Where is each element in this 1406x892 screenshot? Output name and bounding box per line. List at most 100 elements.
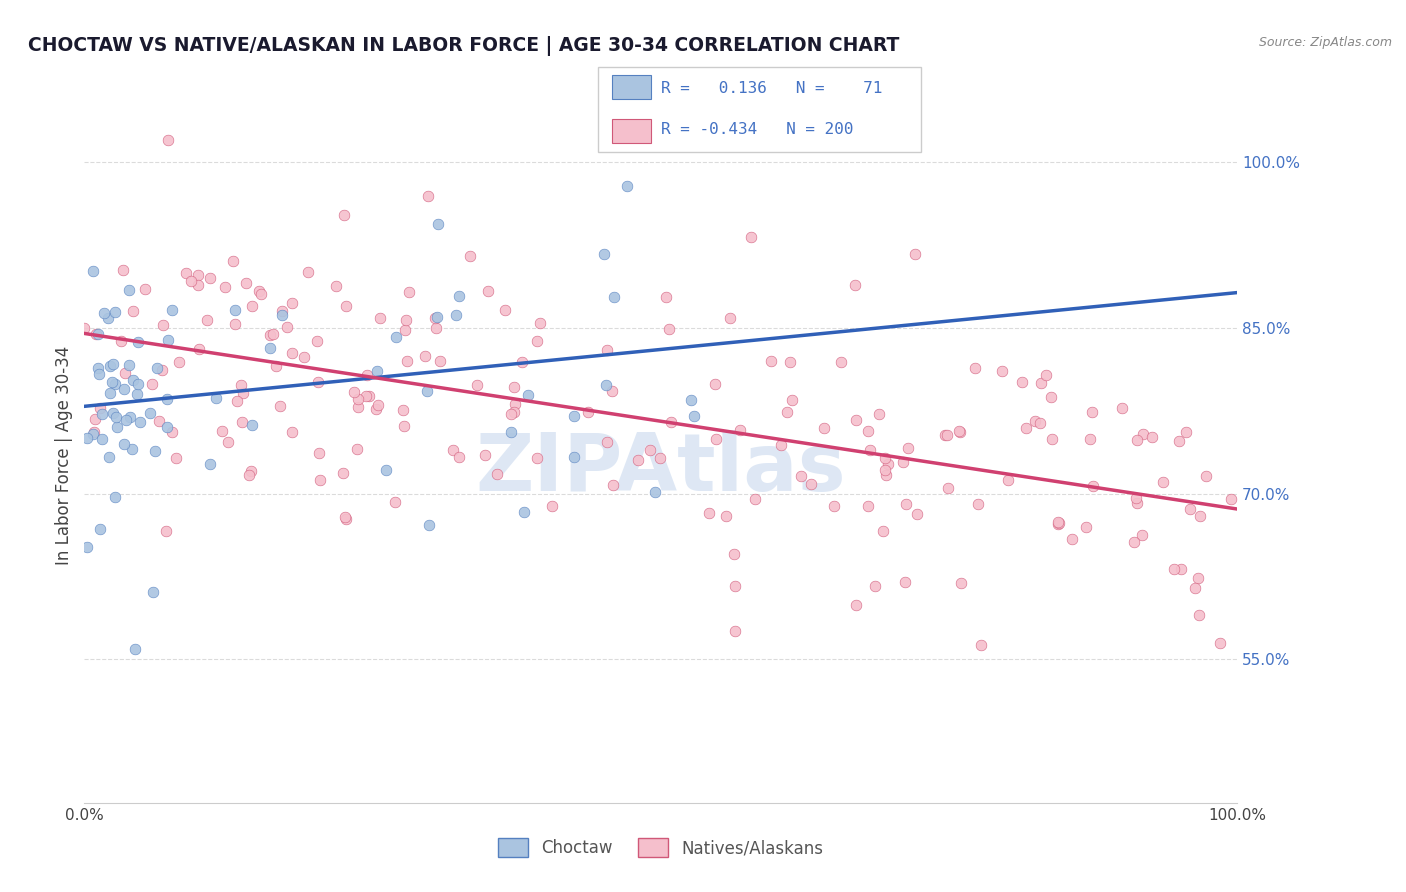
Point bbox=[427, 217, 450, 231]
Point bbox=[876, 457, 898, 471]
Point bbox=[224, 317, 246, 331]
Point bbox=[830, 354, 852, 368]
Point bbox=[1126, 496, 1149, 510]
Point bbox=[281, 346, 304, 360]
Point bbox=[562, 409, 585, 424]
Legend: Choctaw, Natives/Alaskans: Choctaw, Natives/Alaskans bbox=[498, 838, 824, 857]
Point bbox=[150, 363, 173, 377]
Point bbox=[110, 334, 132, 348]
Point bbox=[858, 499, 880, 513]
Point bbox=[1122, 535, 1144, 549]
Point bbox=[416, 384, 439, 399]
Point bbox=[294, 350, 316, 364]
Point bbox=[963, 361, 986, 376]
Point bbox=[657, 322, 679, 336]
Point bbox=[121, 304, 143, 318]
Point bbox=[101, 357, 124, 371]
Point bbox=[499, 425, 522, 439]
Point bbox=[332, 466, 354, 480]
Point bbox=[516, 388, 538, 402]
Point bbox=[540, 499, 562, 513]
Point bbox=[262, 326, 284, 341]
Point bbox=[392, 419, 415, 434]
Point bbox=[82, 426, 104, 441]
Point bbox=[873, 463, 896, 477]
Point bbox=[280, 425, 302, 439]
Point bbox=[346, 442, 368, 457]
Point bbox=[335, 512, 357, 526]
Point bbox=[938, 481, 960, 495]
Point bbox=[89, 522, 111, 536]
Point bbox=[180, 274, 202, 288]
Point bbox=[224, 303, 246, 318]
Point bbox=[949, 425, 972, 439]
Point bbox=[425, 321, 447, 335]
Text: ZIPAtlas: ZIPAtlas bbox=[475, 430, 846, 508]
Point bbox=[1187, 608, 1209, 623]
Point bbox=[76, 431, 98, 445]
Point bbox=[107, 420, 129, 434]
Point bbox=[415, 350, 437, 364]
Point bbox=[997, 473, 1019, 487]
Point bbox=[367, 398, 389, 412]
Point bbox=[474, 448, 496, 462]
Point bbox=[592, 247, 614, 261]
Point bbox=[1042, 432, 1064, 446]
Point bbox=[124, 641, 146, 656]
Point bbox=[529, 317, 551, 331]
Point bbox=[82, 264, 104, 278]
Point bbox=[174, 266, 197, 280]
Point bbox=[118, 358, 141, 372]
Point bbox=[309, 473, 332, 487]
Point bbox=[276, 319, 298, 334]
Point bbox=[856, 424, 879, 438]
Point bbox=[1076, 520, 1098, 534]
Point bbox=[616, 178, 638, 193]
Point bbox=[374, 463, 396, 477]
Point bbox=[446, 308, 468, 322]
Point bbox=[259, 327, 281, 342]
Point bbox=[1111, 401, 1133, 415]
Point bbox=[1047, 516, 1070, 530]
Point bbox=[1029, 376, 1052, 390]
Point bbox=[562, 450, 585, 464]
Point bbox=[1132, 427, 1154, 442]
Point bbox=[83, 425, 105, 440]
Point bbox=[661, 416, 683, 430]
Point bbox=[505, 397, 527, 411]
Point bbox=[198, 457, 221, 471]
Point bbox=[104, 491, 127, 505]
Point bbox=[368, 311, 391, 326]
Point bbox=[332, 208, 354, 222]
Y-axis label: In Labor Force | Age 30-34: In Labor Force | Age 30-34 bbox=[55, 345, 73, 565]
Point bbox=[325, 279, 347, 293]
Point bbox=[1152, 475, 1174, 489]
Point bbox=[395, 312, 418, 326]
Point bbox=[152, 318, 174, 332]
Point bbox=[231, 378, 253, 392]
Point bbox=[308, 446, 330, 460]
Point bbox=[894, 574, 917, 589]
Point bbox=[648, 451, 671, 466]
Point bbox=[148, 414, 170, 428]
Point bbox=[1195, 469, 1218, 483]
Point bbox=[1187, 571, 1209, 585]
Point bbox=[627, 453, 650, 467]
Point bbox=[307, 375, 329, 389]
Point bbox=[718, 311, 741, 326]
Point bbox=[759, 354, 782, 368]
Point bbox=[486, 467, 509, 482]
Point bbox=[101, 406, 124, 420]
Point bbox=[305, 334, 328, 348]
Point bbox=[1167, 434, 1189, 448]
Point bbox=[1209, 636, 1232, 650]
Point bbox=[93, 306, 115, 320]
Point bbox=[1175, 425, 1198, 440]
Point bbox=[1011, 376, 1033, 390]
Point bbox=[146, 360, 169, 375]
Point bbox=[364, 401, 387, 416]
Point bbox=[156, 392, 179, 407]
Point bbox=[477, 284, 499, 298]
Point bbox=[1188, 508, 1211, 523]
Point bbox=[91, 407, 114, 421]
